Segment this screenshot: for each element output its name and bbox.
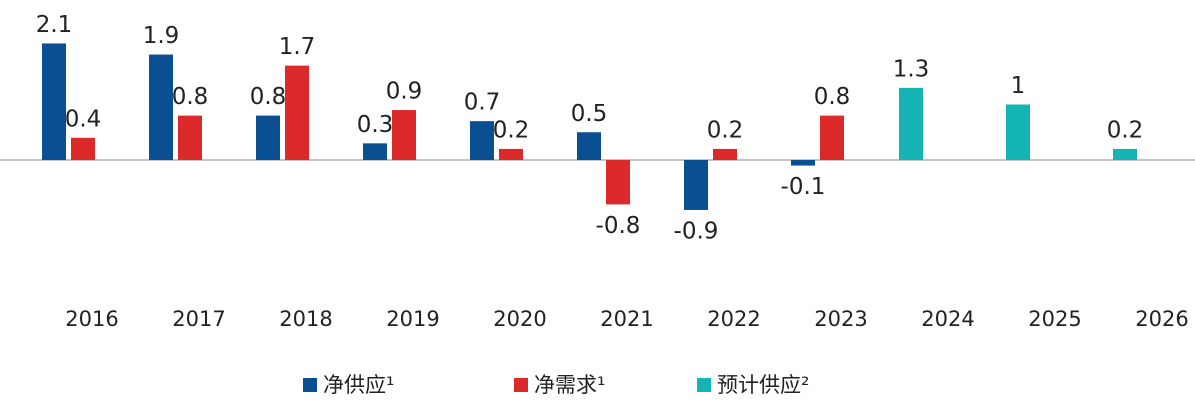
value-label: 0.8: [250, 84, 287, 110]
x-tick-label: 2019: [386, 307, 439, 331]
value-label: 1.7: [279, 34, 316, 60]
legend-label: 预计供应²: [717, 373, 809, 397]
x-tick-label: 2026: [1135, 307, 1188, 331]
legend-swatch: [697, 378, 711, 392]
value-label: -0.8: [596, 213, 641, 239]
legend-label: 净需求¹: [534, 373, 605, 397]
value-label: 0.5: [571, 101, 608, 127]
value-label: 0.4: [65, 106, 102, 132]
value-label: 0.2: [1107, 117, 1144, 143]
bar: [363, 143, 387, 160]
legend-swatch: [303, 378, 317, 392]
x-tick-label: 2025: [1028, 307, 1081, 331]
bar: [899, 87, 923, 160]
bar: [820, 115, 844, 160]
value-label: 0.2: [707, 117, 744, 143]
value-label: 0.7: [464, 90, 501, 116]
legend-label: 净供应¹: [323, 373, 394, 397]
value-label: 0.9: [386, 79, 423, 105]
bar: [791, 160, 815, 166]
bar: [713, 148, 737, 160]
bar: [684, 160, 708, 210]
x-tick-label: 2023: [814, 307, 867, 331]
value-label: 1.9: [143, 23, 180, 49]
legend-swatch: [514, 378, 528, 392]
bar: [470, 121, 494, 160]
value-label: 0.3: [357, 112, 394, 138]
x-tick-label: 2024: [921, 307, 974, 331]
bar: [71, 137, 95, 160]
value-label: 1: [1011, 73, 1026, 99]
x-tick-label: 2018: [279, 307, 332, 331]
bar: [42, 43, 66, 161]
bar: [577, 132, 601, 160]
value-label: -0.9: [674, 218, 719, 244]
x-tick-label: 2022: [707, 307, 760, 331]
x-tick-label: 2020: [493, 307, 546, 331]
value-label: 1.3: [893, 56, 930, 82]
bar: [178, 115, 202, 160]
value-label: 0.8: [814, 84, 851, 110]
bar: [1113, 148, 1137, 160]
bar: [149, 54, 173, 160]
x-tick-label: 2017: [172, 307, 225, 331]
bar: [1006, 104, 1030, 160]
value-label: 2.1: [36, 12, 73, 38]
value-label: 0.8: [172, 84, 209, 110]
bar: [285, 65, 309, 160]
value-label: 0.2: [493, 117, 530, 143]
bar: [392, 110, 416, 160]
x-tick-label: 2016: [65, 307, 118, 331]
bar: [499, 148, 523, 160]
bar: [256, 115, 280, 160]
bar: [606, 160, 630, 205]
value-label: -0.1: [781, 174, 826, 200]
x-tick-label: 2021: [600, 307, 653, 331]
